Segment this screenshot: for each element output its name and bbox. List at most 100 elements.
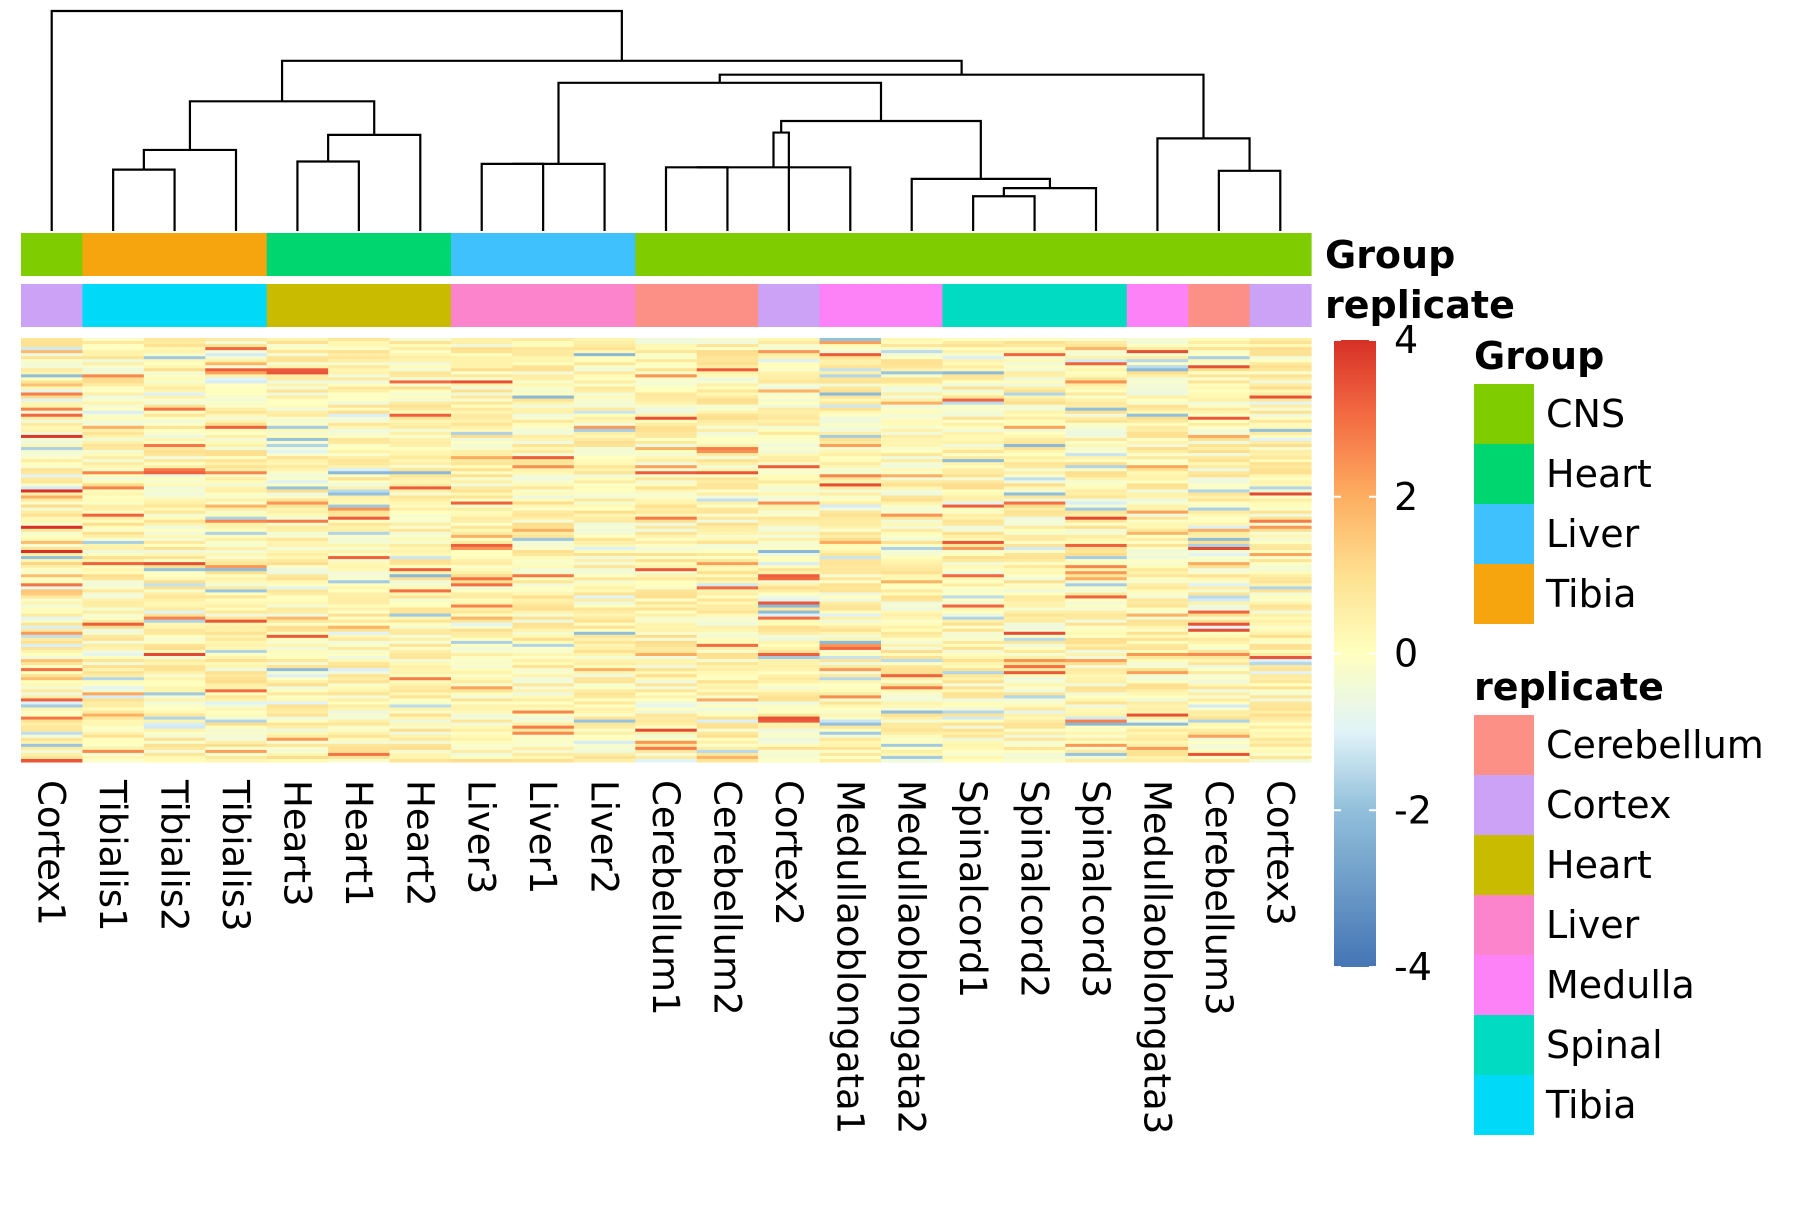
heatmap-cell	[1065, 604, 1128, 609]
heatmap-cell	[328, 440, 391, 445]
heatmap-cell	[266, 371, 329, 375]
heatmap-cell	[696, 483, 759, 487]
heatmap-cell	[143, 428, 206, 433]
heatmap-cell	[266, 537, 329, 542]
heatmap-cell	[389, 471, 452, 475]
heatmap-cell	[21, 498, 84, 503]
heatmap-cell	[1126, 347, 1189, 351]
heatmap-cell	[389, 344, 452, 348]
heatmap-cell	[819, 350, 882, 354]
heatmap-cell	[266, 440, 329, 445]
heatmap-cell	[82, 341, 145, 345]
heatmap-cell	[512, 531, 575, 536]
heatmap-cell	[819, 486, 882, 490]
heatmap-cell	[205, 553, 268, 557]
heatmap-cell	[1188, 737, 1251, 742]
heatmap-cell	[328, 413, 391, 418]
heatmap-cell	[205, 698, 268, 702]
heatmap-cell	[881, 571, 944, 575]
heatmap-cell	[1188, 444, 1251, 448]
heatmap-cell	[82, 546, 145, 551]
heatmap-cell	[205, 434, 268, 439]
heatmap-cell	[696, 749, 759, 754]
heatmap-cell	[389, 495, 452, 500]
heatmap-cell	[21, 722, 84, 727]
heatmap-cell	[881, 656, 944, 660]
heatmap-cell	[389, 504, 452, 509]
heatmap-cell	[389, 434, 452, 439]
heatmap-cell	[389, 553, 452, 557]
heatmap-cell	[389, 613, 452, 618]
heatmap-cell	[942, 413, 1005, 418]
heatmap-cell	[942, 456, 1005, 460]
heatmap-cell	[1065, 583, 1128, 587]
heatmap-cell	[21, 710, 84, 715]
heatmap-cell	[696, 619, 759, 624]
heatmap-cell	[1249, 540, 1312, 545]
heatmap-cell	[1126, 410, 1189, 415]
heatmap-cell	[1249, 513, 1312, 518]
heatmap-cell	[143, 725, 206, 730]
heatmap-cell	[758, 643, 821, 648]
heatmap-cell	[758, 695, 821, 699]
heatmap-cell	[328, 758, 391, 763]
heatmap-cell	[143, 686, 206, 690]
heatmap-cell	[328, 577, 391, 581]
heatmap-cell	[819, 755, 882, 760]
heatmap-cell	[1188, 613, 1251, 618]
heatmap-cell	[1188, 725, 1251, 730]
heatmap-cell	[266, 749, 329, 754]
heatmap-cell	[328, 640, 391, 645]
heatmap-cell	[21, 574, 84, 578]
heatmap-cell	[881, 380, 944, 384]
heatmap-cell	[758, 634, 821, 639]
heatmap-cell	[512, 338, 575, 342]
heatmap-cell	[1065, 444, 1128, 448]
heatmap-cell	[573, 692, 636, 696]
heatmap-cell	[758, 595, 821, 599]
heatmap-cell	[696, 758, 759, 763]
heatmap-cell	[1003, 628, 1066, 633]
heatmap-cell	[1188, 746, 1251, 751]
group-legend-label: Liver	[1546, 512, 1640, 556]
heatmap-cell	[328, 459, 391, 463]
heatmap-cell	[942, 701, 1005, 705]
heatmap-cell	[1003, 646, 1066, 651]
heatmap-cell	[881, 610, 944, 615]
heatmap-cell	[21, 749, 84, 754]
heatmap-cell	[512, 374, 575, 378]
heatmap-cell	[1065, 440, 1128, 445]
heatmap-cell	[21, 480, 84, 484]
heatmap-cell	[758, 692, 821, 696]
heatmap-cell	[1188, 407, 1251, 412]
heatmap-cell	[942, 622, 1005, 627]
heatmap-cell	[1126, 568, 1189, 572]
heatmap-cell	[696, 713, 759, 718]
heatmap-cell	[881, 389, 944, 394]
group-legend-swatch	[1474, 564, 1534, 624]
heatmap-cell	[82, 350, 145, 354]
heatmap-cell	[389, 395, 452, 400]
heatmap-cell	[1249, 431, 1312, 436]
heatmap-cell	[451, 474, 514, 478]
heatmap-cell	[819, 722, 882, 727]
heatmap-cell	[451, 553, 514, 557]
heatmap-cell	[881, 447, 944, 451]
heatmap-cell	[573, 701, 636, 705]
heatmap-cell	[942, 486, 1005, 490]
heatmap-cell	[819, 422, 882, 427]
heatmap-cell	[266, 365, 329, 369]
heatmap-cell	[696, 468, 759, 472]
heatmap-cell	[758, 719, 821, 724]
heatmap-cell	[143, 344, 206, 348]
heatmap-cell	[389, 628, 452, 633]
heatmap-cell	[82, 413, 145, 418]
heatmap-cell	[389, 459, 452, 463]
heatmap-cell	[21, 407, 84, 412]
heatmap-cell	[328, 519, 391, 524]
heatmap-cell	[451, 731, 514, 736]
heatmap-cell	[82, 671, 145, 675]
heatmap-cell	[635, 401, 698, 406]
heatmap-cell	[1249, 571, 1312, 575]
heatmap-cell	[696, 701, 759, 705]
